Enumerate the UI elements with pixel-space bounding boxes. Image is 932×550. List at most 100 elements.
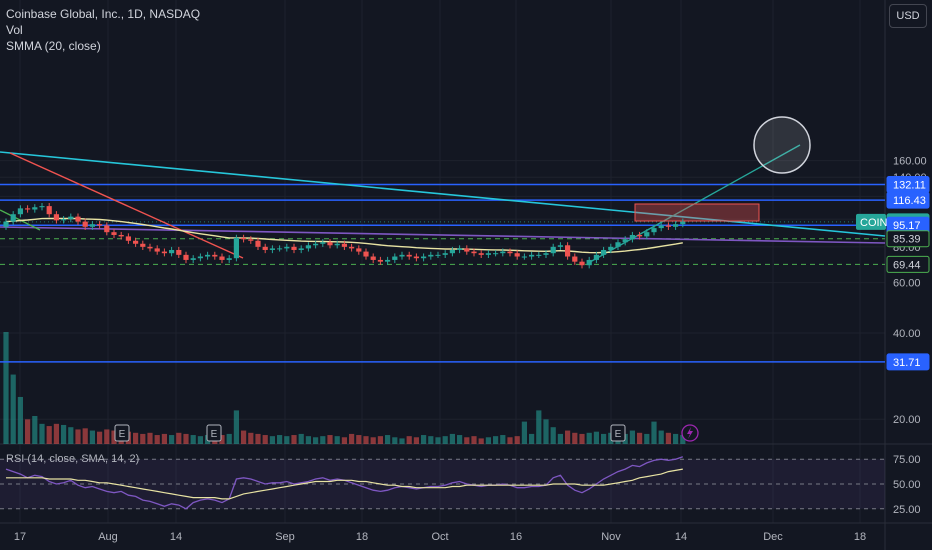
volume-bar: [572, 432, 578, 444]
candle-body: [521, 256, 527, 258]
candle: [665, 222, 671, 230]
candle: [334, 240, 340, 249]
candle: [399, 251, 405, 260]
candle: [154, 245, 160, 255]
volume-bar: [651, 421, 657, 444]
candle-body: [615, 242, 621, 247]
drawings[interactable]: [0, 116, 886, 263]
candle-body: [370, 256, 376, 260]
candle-body: [89, 224, 95, 227]
candle-body: [140, 243, 146, 247]
candle: [637, 231, 643, 240]
candle: [298, 245, 304, 254]
candle-body: [32, 207, 38, 210]
volume-bar: [183, 433, 189, 444]
rsi-pane: [0, 456, 885, 510]
candle: [421, 253, 427, 262]
volume-bar: [435, 437, 441, 444]
candle-body: [665, 225, 671, 227]
time-tick-label: Sep: [275, 531, 295, 543]
smma-legend[interactable]: SMMA (20, close): [6, 39, 101, 53]
candle-body: [464, 248, 470, 252]
symbol-title[interactable]: Coinbase Global, Inc., 1D, NASDAQ: [6, 7, 201, 21]
volume-bar: [241, 430, 247, 444]
candle: [550, 243, 556, 257]
candle-body: [392, 256, 398, 260]
symbol-tag-box: [856, 213, 886, 230]
candle-body: [536, 254, 542, 256]
candle-body: [493, 253, 499, 255]
candle-body: [255, 240, 261, 247]
price-tick-label: 160.00: [893, 156, 927, 168]
candle: [500, 248, 506, 257]
rsi-legend[interactable]: RSI (14, close, SMA, 14, 2): [6, 453, 140, 465]
volume-bar: [586, 432, 592, 444]
candle: [147, 243, 153, 252]
candle: [673, 221, 679, 230]
volume-bar: [514, 436, 520, 444]
earnings-marker-label: E: [211, 429, 218, 440]
volume-bar: [197, 436, 203, 444]
volume-bar: [457, 435, 463, 444]
candle-body: [154, 248, 160, 252]
volume-bar: [104, 429, 110, 444]
volume-bar: [226, 433, 232, 444]
time-axis[interactable]: 17 Aug 14 Sep 18 Oct 16 Nov 14 Dec 18: [0, 522, 932, 543]
volume-bar: [428, 436, 434, 444]
candle: [3, 218, 9, 230]
volume-bar: [673, 433, 679, 444]
volume-bar: [507, 437, 513, 444]
candle: [25, 205, 31, 213]
candle-body: [46, 206, 52, 215]
candles: [3, 203, 686, 269]
candle-body: [507, 251, 513, 254]
volume-bar: [298, 433, 304, 444]
volume-bar: [579, 433, 585, 444]
candle: [471, 248, 477, 257]
candle: [53, 211, 59, 224]
candle-body: [428, 254, 434, 257]
candle-body: [565, 245, 571, 257]
price-tag-box: [886, 230, 930, 248]
volume-bar: [176, 432, 182, 444]
volume-bar: [385, 435, 391, 444]
currency-button[interactable]: USD: [889, 4, 927, 28]
candle: [68, 213, 74, 223]
candle-body: [680, 221, 686, 225]
candle-body: [25, 208, 31, 210]
volume-legend[interactable]: Vol: [6, 23, 23, 37]
candle: [39, 203, 45, 211]
candle-body: [435, 254, 441, 256]
candle: [82, 218, 88, 230]
price-tag-label: 85.39: [893, 234, 921, 246]
candle: [89, 221, 95, 230]
candle-body: [327, 242, 333, 246]
candle: [363, 248, 369, 260]
candle: [111, 229, 117, 239]
candle-body: [75, 216, 81, 222]
volume-bar: [327, 435, 333, 444]
volume-bar: [169, 435, 175, 444]
candle-body: [183, 254, 189, 260]
price-axis[interactable]: 160.00140.00120.00100.0080.0060.0040.002…: [856, 156, 930, 516]
earnings-marker-box: [114, 424, 130, 442]
volume-bar: [413, 437, 419, 444]
candle: [478, 250, 484, 259]
candle-body: [485, 253, 491, 255]
candle-body: [190, 258, 196, 260]
price-tag-label: 132.11: [893, 179, 926, 191]
candle-body: [269, 248, 275, 250]
volume-bar: [190, 435, 196, 444]
rsi-tick-label: 25.00: [893, 504, 921, 516]
volume-bar: [154, 435, 160, 444]
candle-body: [320, 242, 326, 244]
volume-bar: [147, 432, 153, 444]
price-tick-label: 40.00: [893, 328, 921, 340]
price-tag: 31.71: [886, 353, 930, 371]
volume-bar: [233, 410, 239, 444]
candle: [248, 236, 254, 244]
price-tag-label: 116.43: [893, 195, 926, 207]
candle: [32, 204, 38, 213]
